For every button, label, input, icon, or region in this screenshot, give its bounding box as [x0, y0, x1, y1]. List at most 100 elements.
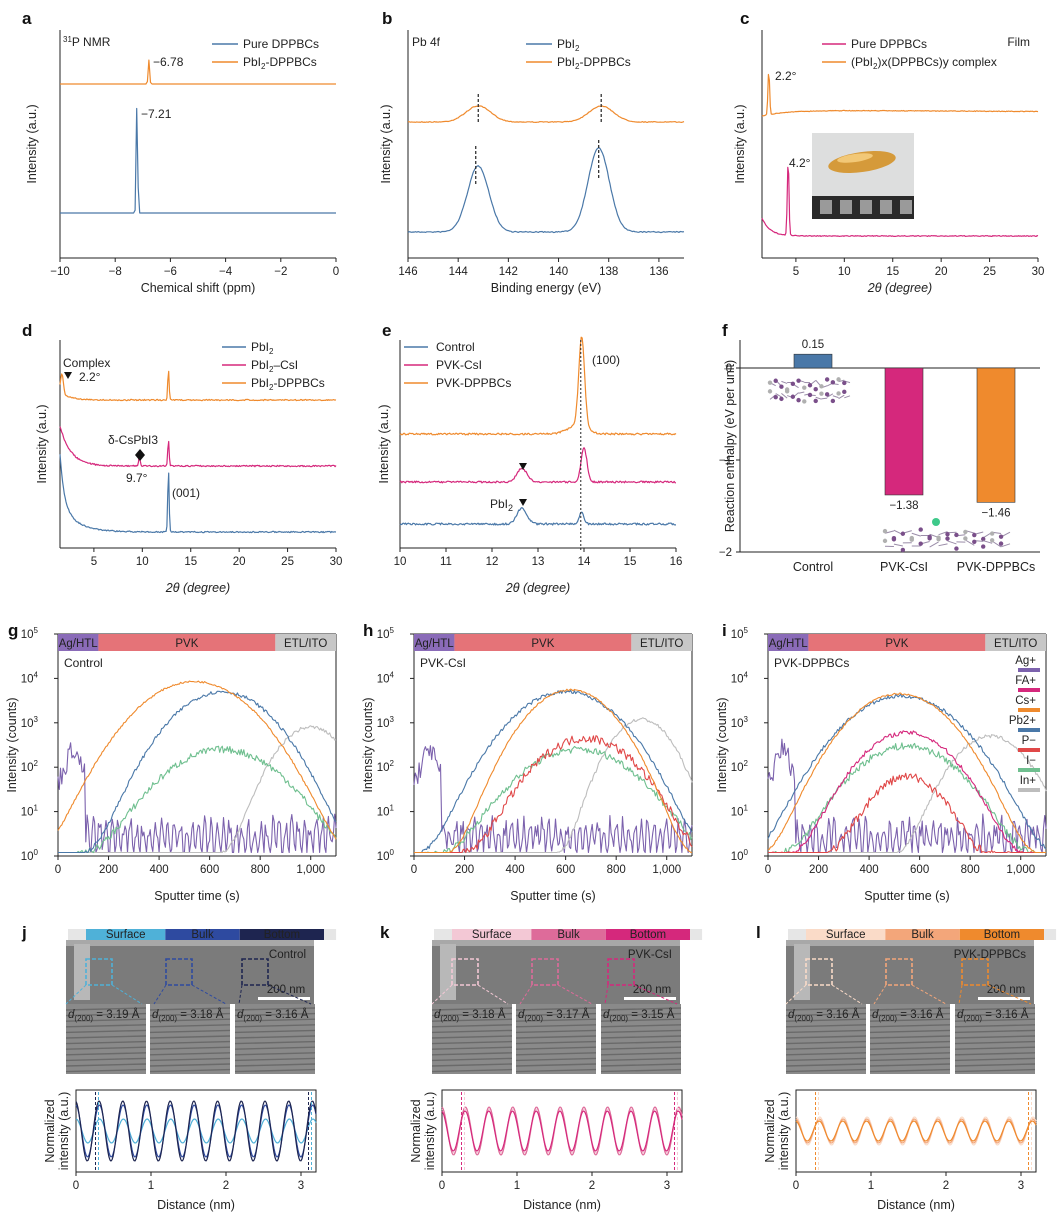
sample-label: PVK-CsI [420, 656, 466, 670]
molecule-atom [998, 541, 1004, 546]
lattice-fringe [515, 1007, 597, 1011]
x-tick-label: 25 [281, 556, 294, 568]
crystal-photo-grid [900, 200, 912, 214]
lattice-fringe [869, 1040, 951, 1045]
roi-connector [987, 984, 1032, 1005]
ion-legend-label: FA+ [1015, 675, 1036, 687]
x-tick-label: 15 [624, 556, 637, 568]
x-tick-label: 800 [251, 864, 270, 876]
series-line-in [58, 725, 337, 854]
d-spacing-label: d(200) = 3.18 Å [434, 1008, 506, 1023]
layer-label: Ag/HTL [59, 638, 99, 650]
lattice-fringe [785, 1046, 867, 1050]
molecule-bond [781, 380, 788, 384]
ion-legend-label: I− [1026, 755, 1036, 767]
x-tick-label: 200 [455, 864, 474, 876]
series-line-pure-dppbcs [60, 107, 336, 214]
panel-label-g: g [8, 621, 18, 640]
lattice-fringe [234, 1063, 316, 1067]
lattice-fringe [869, 1024, 951, 1028]
region-pad [1044, 929, 1057, 940]
lattice-fringe [785, 1057, 867, 1062]
y-axis-label: Intensity (a.u.) [733, 104, 747, 183]
molecule-atom [830, 398, 836, 404]
lattice-fringe [65, 1029, 147, 1034]
lattice-fringe [785, 1018, 867, 1022]
x-tick-label: −4 [219, 266, 233, 278]
lattice-fringe [65, 1040, 147, 1045]
x-tick-label: 12 [486, 556, 499, 568]
lattice-fringe [785, 1068, 867, 1073]
x-tick-label: 1 [514, 1180, 520, 1192]
region-2 [239, 929, 325, 940]
x-tick-label: 200 [99, 864, 118, 876]
cross-section-top [786, 940, 1034, 946]
lattice-fringe [431, 1057, 513, 1062]
panel-label-h: h [363, 621, 373, 640]
lattice-fringe [149, 1052, 231, 1056]
lattice-fringe [954, 1046, 1036, 1050]
x-tick-label: 800 [607, 864, 626, 876]
lattice-fringe [785, 1007, 867, 1011]
x-tick-label: 0 [411, 864, 417, 876]
molecule-atom [836, 377, 841, 382]
lattice-fringe [785, 1063, 867, 1067]
roi-connector [153, 984, 167, 1005]
molecule-atom [836, 391, 841, 396]
x-tick-label: −8 [109, 266, 122, 278]
molecule-bond [947, 540, 957, 545]
y-axis-label: intensity (a.u.) [423, 1092, 437, 1171]
molecule-atom [954, 532, 959, 538]
x-tick-label: 30 [1032, 266, 1045, 278]
annotation: (100) [592, 353, 620, 367]
region-pad [68, 929, 86, 940]
y-tick-label: 101 [377, 804, 395, 819]
lattice-fringe [869, 1018, 951, 1022]
peak-label: 2.2° [775, 69, 797, 83]
lattice-fringe [234, 1029, 316, 1034]
annotation: (001) [172, 486, 200, 500]
roi-connector [477, 984, 509, 1005]
region-label: Surface [826, 929, 866, 941]
lattice-fringe [869, 1007, 951, 1011]
x-tick-label: 0 [73, 1180, 79, 1192]
lattice-fringe [65, 1052, 147, 1056]
lattice-fringe [869, 1046, 951, 1050]
lattice-fringe [869, 1057, 951, 1062]
roi-connector [238, 984, 243, 1005]
series-line-pbi2 [407, 147, 685, 234]
x-tick-label: −10 [50, 266, 70, 278]
region-label: Bulk [557, 929, 580, 941]
molecule-bond [938, 543, 948, 547]
x-tick-label: −2 [274, 266, 287, 278]
d-spacing-label: d(200) = 3.16 Å [957, 1008, 1029, 1023]
panel-label-i: i [722, 621, 727, 640]
lattice-fringe [431, 1040, 513, 1045]
complex-marker [64, 372, 72, 379]
scale-label: 200 nm [633, 984, 671, 996]
layer-ag_htl [768, 634, 809, 651]
legend-label: Control [436, 340, 475, 354]
molecule-bond [821, 397, 828, 400]
xps-tag: Pb 4f [412, 35, 441, 49]
peak-label: −7.21 [141, 107, 172, 121]
roi-connector [911, 984, 947, 1005]
lattice-fringe [515, 1035, 597, 1039]
lattice-fringe [600, 1018, 682, 1022]
x-axis-label: Distance (nm) [523, 1198, 601, 1212]
molecule-bond [798, 391, 805, 394]
y-tick-label: 105 [21, 626, 39, 641]
lattice-fringe [515, 1012, 597, 1017]
lattice-fringe [600, 1046, 682, 1050]
x-axis-label: Chemical shift (ppm) [141, 281, 256, 295]
lattice-fringe [149, 1012, 231, 1017]
lattice-fringe [785, 1024, 867, 1028]
cross-section-edge [440, 944, 456, 1000]
x-axis-label: Distance (nm) [877, 1198, 955, 1212]
roi-box [165, 958, 193, 986]
layer-label: ETL/ITO [284, 638, 327, 650]
y-tick-label: 101 [731, 804, 749, 819]
lattice-fringe [869, 1068, 951, 1073]
bar-value-label: 0.15 [802, 339, 824, 351]
